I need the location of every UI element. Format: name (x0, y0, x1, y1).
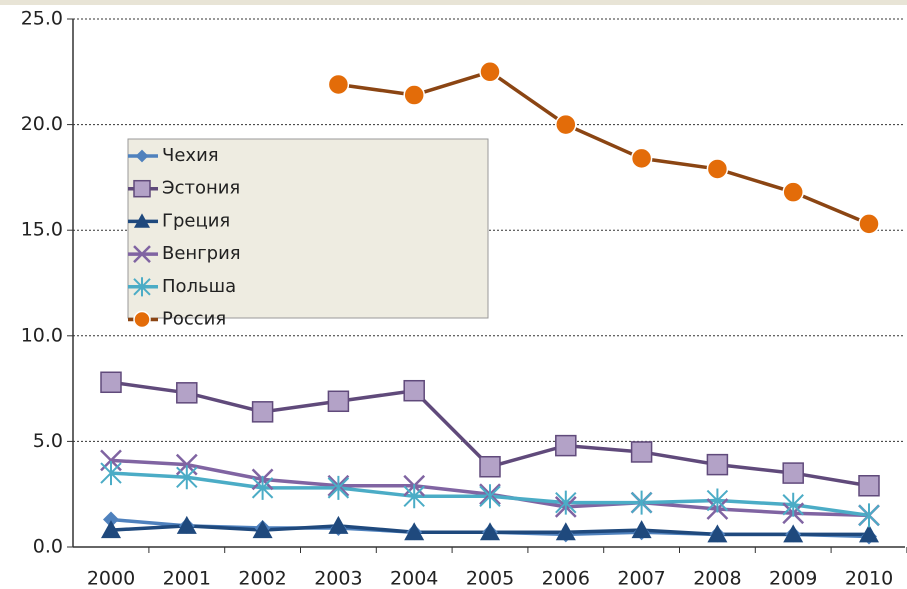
marker (103, 511, 119, 528)
y-tick-label: 25.0 (21, 8, 63, 30)
y-tick-label: 0.0 (33, 536, 63, 558)
marker (327, 390, 350, 413)
marker (403, 379, 425, 402)
marker (135, 149, 149, 163)
marker (133, 310, 151, 329)
marker (479, 455, 501, 478)
x-tick-label: 2007 (617, 568, 665, 589)
marker (858, 503, 880, 528)
marker (251, 475, 274, 500)
legend-label: Греция (162, 210, 230, 231)
marker (782, 462, 804, 484)
x-tick-label: 2000 (87, 568, 135, 589)
legend-label: Чехия (162, 145, 219, 166)
marker (403, 84, 425, 106)
x-tick-label: 2009 (769, 568, 817, 589)
y-tick-label: 10.0 (21, 324, 63, 346)
legend-label: Венгрия (162, 243, 241, 264)
marker (706, 453, 729, 476)
marker (100, 371, 122, 394)
marker (328, 515, 349, 534)
x-tick-label: 2004 (390, 568, 438, 589)
marker (555, 522, 576, 541)
marker (707, 524, 728, 543)
marker (555, 434, 577, 457)
legend-box (127, 138, 489, 319)
y-tick-label: 20.0 (21, 113, 63, 135)
x-tick-label: 2001 (163, 568, 211, 589)
marker (706, 488, 729, 513)
legend-label: Россия (162, 309, 226, 330)
marker (555, 490, 577, 515)
x-tick-label: 2002 (238, 568, 286, 589)
marker (859, 524, 879, 543)
marker (479, 61, 501, 83)
marker (133, 277, 151, 297)
marker (782, 492, 804, 517)
marker (252, 520, 273, 539)
marker (631, 520, 652, 539)
legend-label: Эстония (162, 178, 240, 199)
x-tick-label: 2008 (693, 568, 741, 589)
marker (176, 515, 197, 534)
marker (630, 147, 653, 170)
marker (404, 522, 425, 541)
marker (176, 382, 198, 404)
marker (782, 181, 804, 203)
x-tick-label: 2010 (845, 568, 893, 589)
marker (630, 441, 653, 463)
series-line (338, 69, 870, 226)
top-band (0, 0, 907, 5)
marker (327, 73, 350, 96)
marker (133, 179, 151, 198)
marker (480, 522, 500, 541)
y-tick-label: 5.0 (33, 430, 63, 452)
marker (858, 475, 880, 497)
marker (403, 484, 425, 509)
marker (630, 490, 653, 515)
marker (100, 461, 122, 486)
marker (101, 520, 121, 539)
x-tick-label: 2003 (314, 568, 362, 589)
marker (134, 213, 150, 228)
marker (176, 465, 198, 490)
marker (555, 113, 577, 136)
legend-label: Польша (162, 276, 236, 297)
marker (251, 401, 274, 423)
marker (327, 475, 350, 500)
marker (783, 524, 804, 543)
marker (133, 245, 151, 263)
y-tick-label: 15.0 (21, 219, 63, 241)
marker (706, 158, 729, 180)
marker (858, 213, 880, 235)
legend: Чехия Эстония Греция Венгрия Польша Россия (127, 138, 489, 330)
x-tick-label: 2005 (466, 568, 514, 589)
x-tick-label: 2006 (542, 568, 590, 589)
marker (479, 484, 501, 509)
